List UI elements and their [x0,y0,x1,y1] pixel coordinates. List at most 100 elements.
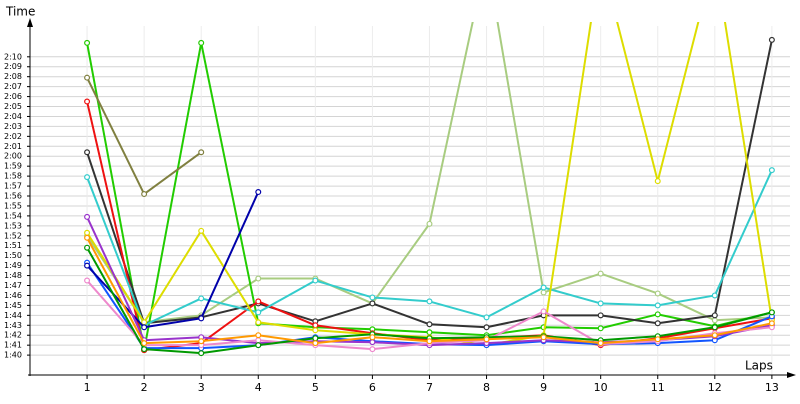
y-tick-label: 2:01 [4,142,22,151]
x-tick-label: 1 [84,381,91,394]
data-point [654,336,661,343]
x-tick-label: 9 [540,381,547,394]
y-tick-label: 1:58 [4,172,22,181]
data-point [597,270,604,277]
data-point [654,302,661,309]
x-tick-label: 4 [255,381,262,394]
data-point [711,312,718,319]
y-axis-label: Time [5,5,35,19]
data-point [84,39,91,46]
x-tick-label: 8 [483,381,490,394]
y-tick-label: 1:50 [4,251,22,260]
y-tick-label: 1:48 [4,271,22,280]
y-tick-label: 1:59 [4,162,22,171]
x-tick-label: 3 [198,381,205,394]
x-tick-label: 5 [312,381,319,394]
data-point [768,36,775,43]
data-point [198,315,205,322]
y-tick-label: 1:54 [4,211,22,220]
data-point [84,98,91,105]
data-point [198,149,205,156]
x-tick-label: 6 [369,381,376,394]
data-point [654,311,661,318]
y-tick-label: 2:00 [4,152,22,161]
data-point [654,290,661,297]
data-point [711,332,718,339]
data-point [597,300,604,307]
y-tick-label: 1:49 [4,261,22,270]
y-tick-label: 1:43 [4,321,22,330]
data-point [711,317,718,324]
x-tick-label: 10 [594,381,608,394]
data-point [312,277,319,284]
x-tick-label: 13 [765,381,779,394]
data-point [768,167,775,174]
data-point [483,314,490,321]
data-point [84,74,91,81]
data-point [312,340,319,347]
x-axis-arrow [787,372,796,378]
y-tick-label: 2:03 [4,122,22,131]
data-point [540,308,547,315]
data-point [768,309,775,316]
data-point [426,220,433,227]
data-point [84,234,91,241]
y-tick-label: 2:10 [4,52,22,61]
data-point [255,309,262,316]
data-point [141,346,148,353]
y-tick-label: 2:08 [4,72,22,81]
data-point [369,294,376,301]
data-point [84,277,91,284]
x-axis-label: Laps [745,359,773,373]
data-point [312,335,319,342]
data-point [198,350,205,357]
data-point [141,191,148,198]
y-tick-label: 2:05 [4,102,22,111]
y-tick-label: 1:45 [4,301,22,310]
data-point [426,338,433,345]
x-tick-label: 2 [141,381,148,394]
data-point [369,334,376,341]
data-point [312,327,319,334]
data-point [654,320,661,327]
x-tick-label: 11 [651,381,665,394]
data-point [483,324,490,331]
y-tick-label: 1:44 [4,311,22,320]
data-point [84,262,91,269]
y-tick-label: 1:51 [4,241,22,250]
y-tick-label: 1:40 [4,351,22,360]
data-point [540,289,547,296]
data-point [597,312,604,319]
y-axis-arrow [27,18,33,27]
y-tick-label: 1:46 [4,291,22,300]
y-tick-label: 1:42 [4,331,22,340]
data-point [483,336,490,343]
data-point [711,292,718,299]
data-point [426,329,433,336]
data-point [654,178,661,185]
data-point [84,229,91,236]
data-point [768,320,775,327]
data-point [597,340,604,347]
data-point [540,284,547,291]
data-point [369,300,376,307]
axes: Time Laps 1:401:411:421:431:441:451:46 1:… [4,5,796,394]
data-point [141,340,148,347]
data-point [141,324,148,331]
data-point [84,244,91,251]
data-point [597,325,604,332]
y-tick-label: 1:55 [4,201,22,210]
y-tick-label: 1:53 [4,221,22,230]
y-tick-label: 1:57 [4,182,22,191]
data-point [426,298,433,305]
data-point [255,337,262,344]
data-point [255,275,262,282]
data-point [84,174,91,181]
y-tick-label: 2:02 [4,132,22,141]
y-tick-label: 2:06 [4,92,22,101]
y-tick-label: 1:41 [4,341,22,350]
series [84,74,205,198]
y-tick-label: 2:04 [4,112,22,121]
